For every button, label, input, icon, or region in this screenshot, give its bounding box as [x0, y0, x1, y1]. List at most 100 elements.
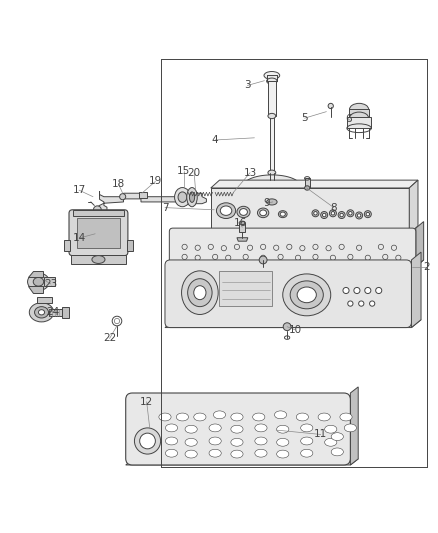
Circle shape [328, 210, 336, 217]
Ellipse shape [187, 279, 212, 306]
Circle shape [339, 213, 343, 217]
Ellipse shape [297, 287, 316, 303]
Circle shape [355, 212, 362, 219]
Polygon shape [350, 387, 357, 465]
FancyBboxPatch shape [169, 228, 415, 266]
Text: 16: 16 [233, 218, 247, 228]
Ellipse shape [35, 306, 48, 318]
Text: 20: 20 [187, 168, 200, 177]
Ellipse shape [165, 437, 177, 445]
Ellipse shape [254, 449, 266, 457]
Circle shape [347, 301, 352, 306]
Bar [239, 223, 245, 232]
Bar [71, 255, 125, 264]
Circle shape [139, 433, 155, 449]
Polygon shape [37, 297, 52, 303]
Ellipse shape [266, 199, 276, 205]
Text: 5: 5 [300, 113, 307, 123]
Polygon shape [408, 180, 417, 234]
Ellipse shape [278, 211, 286, 217]
Circle shape [346, 210, 353, 217]
Ellipse shape [193, 413, 205, 421]
Circle shape [337, 212, 344, 219]
Ellipse shape [254, 424, 266, 432]
Bar [127, 240, 133, 251]
Polygon shape [28, 271, 43, 277]
Text: 24: 24 [46, 308, 60, 317]
Ellipse shape [39, 310, 45, 315]
Bar [346, 117, 371, 128]
Circle shape [119, 193, 125, 200]
Ellipse shape [296, 413, 308, 421]
Ellipse shape [330, 448, 343, 456]
Circle shape [283, 323, 290, 330]
Text: 10: 10 [288, 325, 301, 335]
Polygon shape [410, 252, 420, 328]
Bar [349, 109, 368, 118]
Circle shape [348, 212, 351, 215]
Ellipse shape [304, 186, 309, 190]
Circle shape [258, 256, 266, 264]
Ellipse shape [300, 437, 312, 445]
Ellipse shape [189, 192, 194, 203]
Ellipse shape [213, 411, 225, 419]
Ellipse shape [176, 413, 188, 421]
Polygon shape [97, 191, 206, 213]
Bar [304, 179, 309, 188]
Ellipse shape [343, 424, 356, 432]
Ellipse shape [300, 449, 312, 457]
Ellipse shape [159, 413, 171, 421]
Ellipse shape [208, 424, 221, 432]
Ellipse shape [263, 71, 279, 79]
Circle shape [369, 301, 374, 306]
Circle shape [93, 206, 101, 214]
Ellipse shape [29, 303, 53, 322]
Ellipse shape [349, 103, 368, 116]
Polygon shape [219, 271, 271, 306]
Ellipse shape [276, 450, 288, 458]
Circle shape [353, 287, 359, 294]
Ellipse shape [252, 413, 264, 421]
Ellipse shape [239, 221, 245, 224]
Ellipse shape [230, 450, 243, 458]
Ellipse shape [230, 438, 243, 446]
Circle shape [364, 287, 370, 294]
FancyBboxPatch shape [69, 210, 127, 256]
Text: 12: 12 [140, 397, 153, 407]
Circle shape [322, 213, 325, 217]
Circle shape [342, 287, 348, 294]
Text: 9: 9 [263, 198, 269, 208]
Polygon shape [243, 175, 300, 197]
Ellipse shape [184, 450, 197, 458]
Ellipse shape [92, 256, 105, 263]
Text: 19: 19 [148, 176, 162, 187]
Polygon shape [125, 459, 357, 465]
Ellipse shape [282, 274, 330, 316]
Polygon shape [165, 320, 420, 328]
Circle shape [330, 212, 334, 215]
Ellipse shape [184, 438, 197, 446]
FancyBboxPatch shape [125, 393, 350, 465]
Ellipse shape [237, 206, 250, 217]
Polygon shape [237, 238, 247, 241]
Ellipse shape [174, 188, 190, 207]
Bar [138, 192, 146, 198]
Circle shape [375, 287, 381, 294]
Text: 18: 18 [111, 179, 125, 189]
Polygon shape [169, 260, 423, 266]
Text: 13: 13 [243, 168, 256, 177]
Text: 23: 23 [44, 279, 57, 289]
Ellipse shape [208, 437, 221, 445]
Ellipse shape [208, 449, 221, 457]
Polygon shape [415, 222, 423, 266]
Ellipse shape [193, 286, 205, 300]
Bar [77, 217, 120, 248]
Bar [73, 210, 123, 216]
Circle shape [364, 211, 371, 217]
Ellipse shape [230, 413, 243, 421]
Ellipse shape [324, 425, 336, 433]
Text: 7: 7 [161, 203, 168, 213]
Ellipse shape [259, 210, 266, 216]
Ellipse shape [267, 114, 275, 119]
Bar [62, 307, 69, 318]
